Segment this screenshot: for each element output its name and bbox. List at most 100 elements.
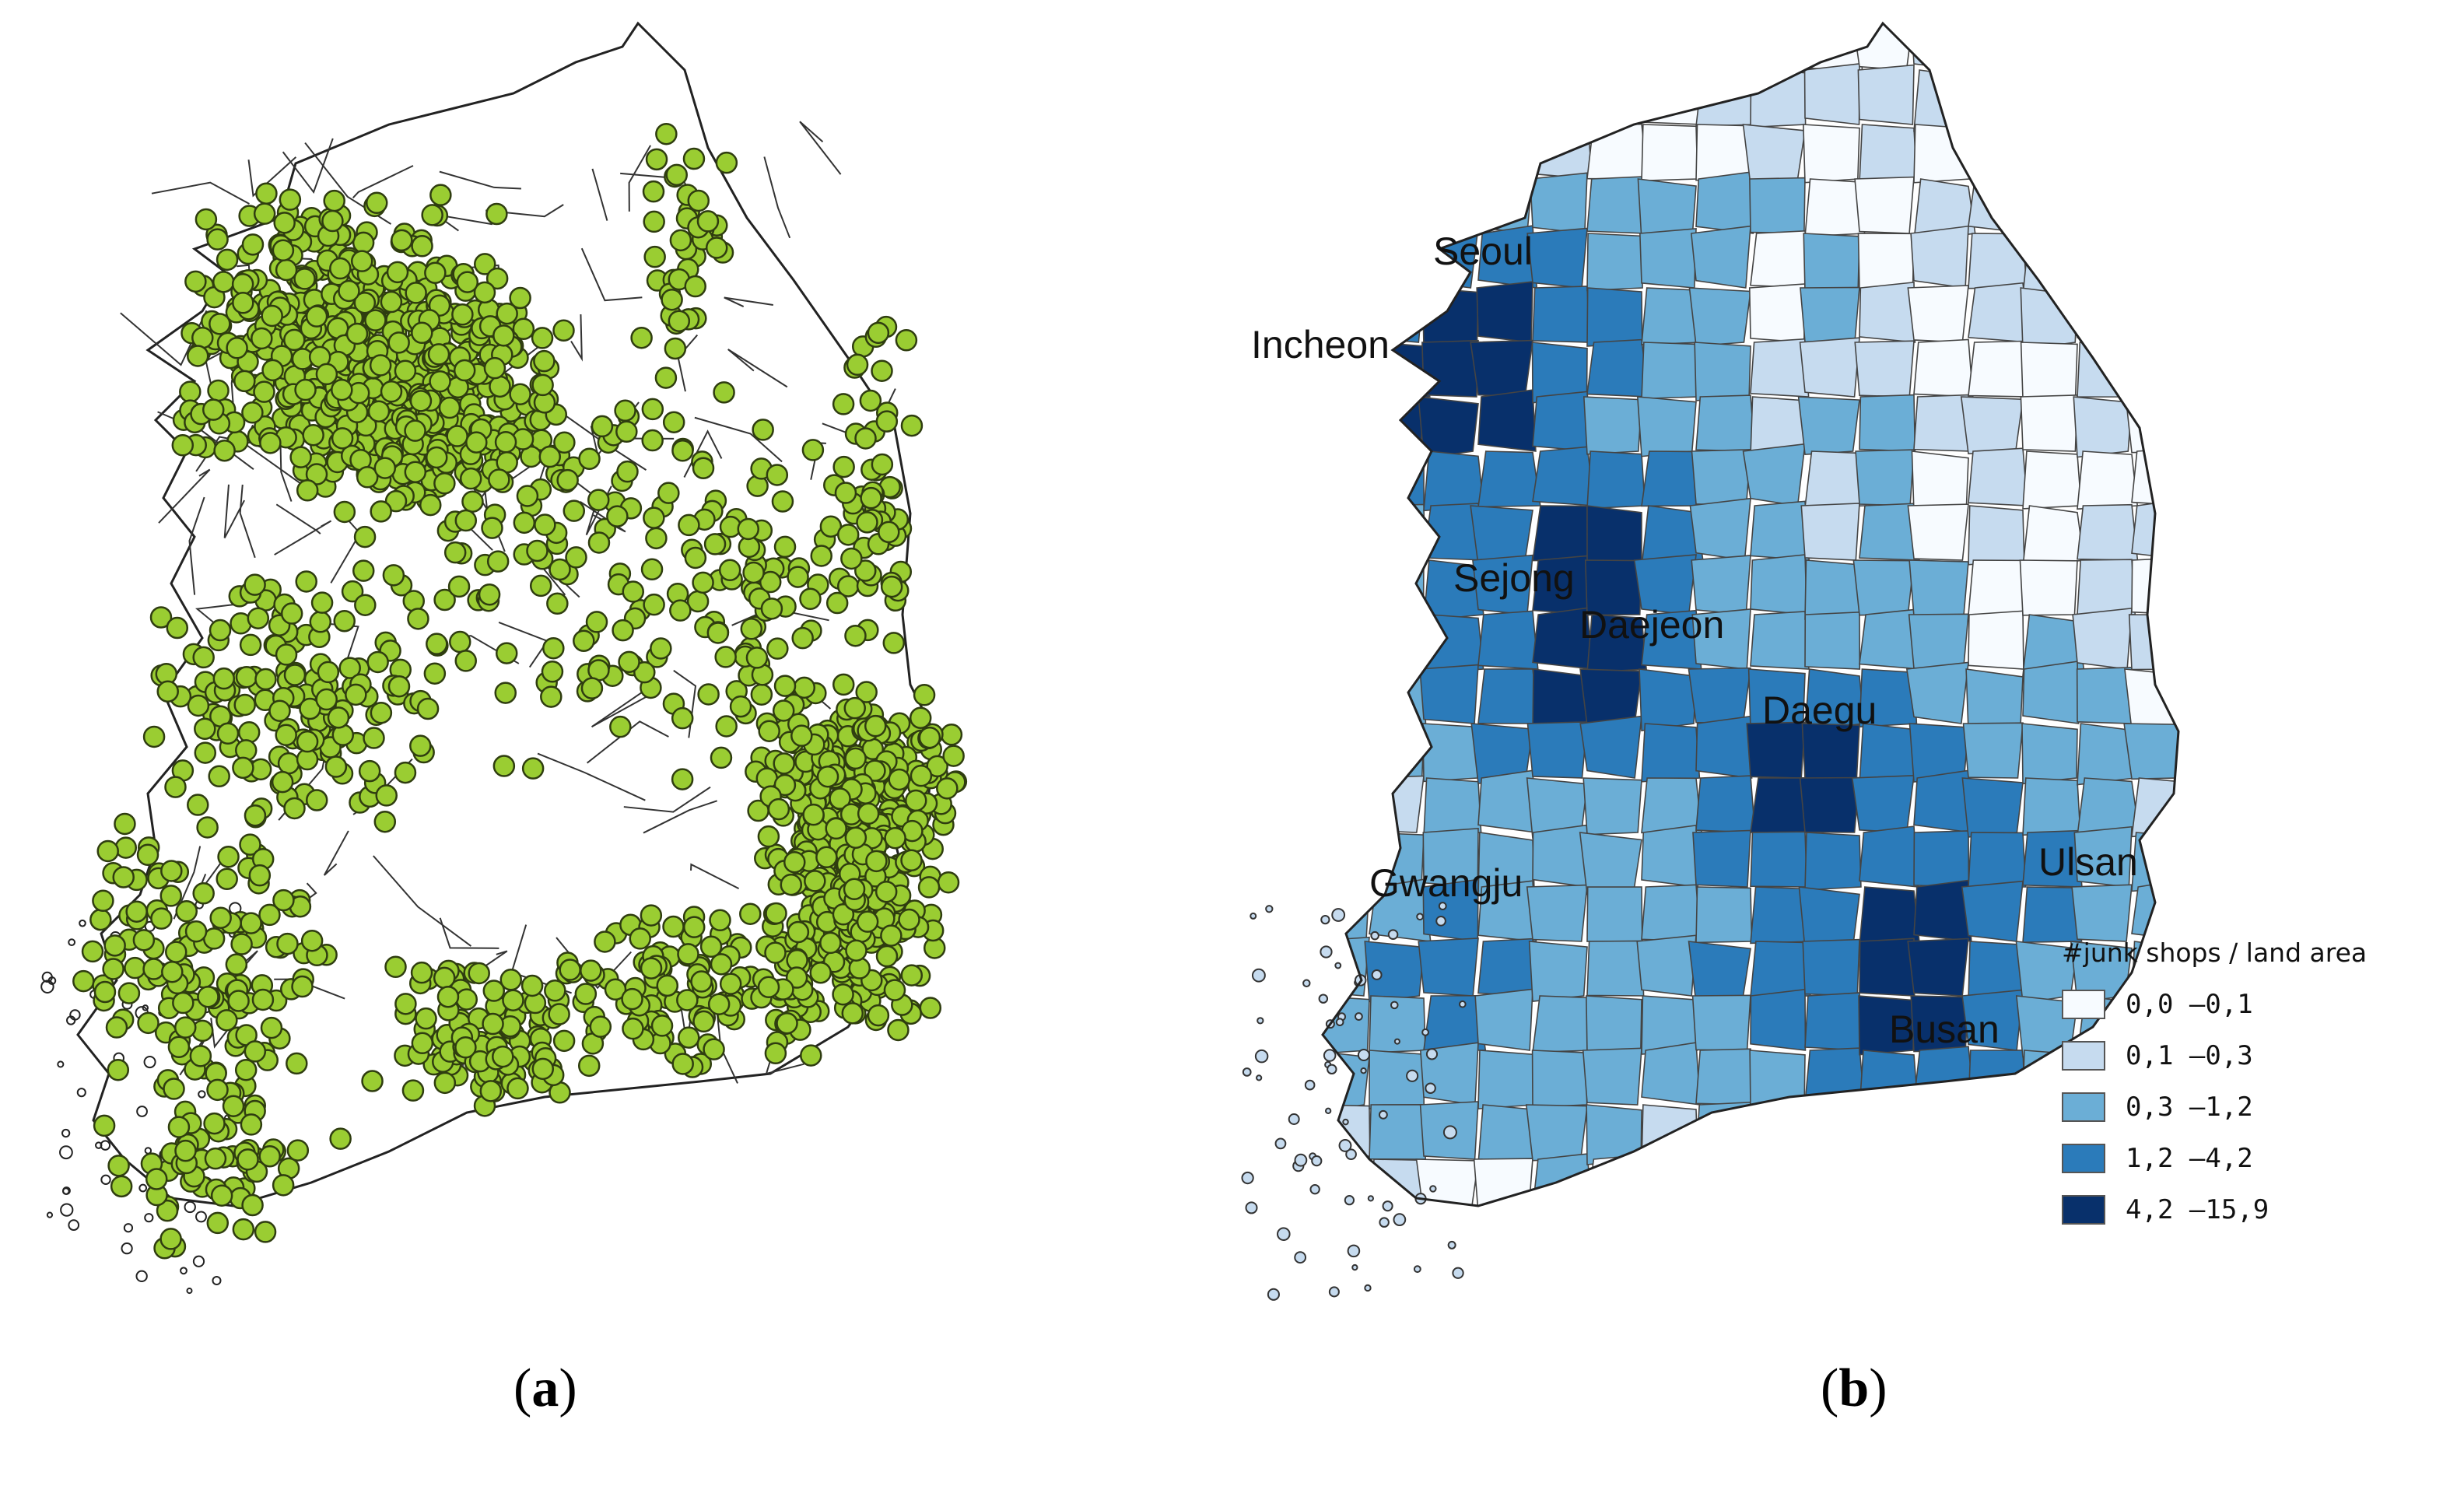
district-region xyxy=(1582,777,1642,836)
district-border xyxy=(694,416,783,463)
junk-shop-point xyxy=(338,657,361,679)
district-region xyxy=(1525,1104,1588,1162)
junk-shop-point xyxy=(622,1017,644,1040)
district-region xyxy=(1532,505,1596,562)
city-label-seoul: Seoul xyxy=(1433,230,1533,273)
district-region xyxy=(1859,124,1918,184)
district-region xyxy=(1423,777,1482,837)
junk-shop-point xyxy=(315,688,338,711)
district-region xyxy=(1695,775,1756,833)
junk-shop-point xyxy=(495,642,518,664)
junk-shop-point xyxy=(825,817,847,840)
district-region xyxy=(2073,396,2133,458)
junk-shop-point xyxy=(167,1116,191,1138)
junk-shop-point xyxy=(791,626,814,650)
district-border xyxy=(799,121,842,175)
district-region xyxy=(1470,339,1533,398)
city-label-gwangju: Gwangju xyxy=(1369,861,1523,905)
junk-shop-point xyxy=(629,927,651,950)
district-region xyxy=(1857,64,1915,125)
district-region xyxy=(1965,1268,2023,1329)
junk-shop-point xyxy=(167,1036,191,1059)
island xyxy=(1378,1109,1388,1120)
district-region xyxy=(1641,723,1701,783)
district-region xyxy=(1641,884,1702,942)
district-region xyxy=(1315,1214,1376,1270)
district-border xyxy=(158,468,211,524)
district-region xyxy=(1690,225,1751,289)
district-region xyxy=(1799,1104,1860,1166)
junk-shop-point xyxy=(542,636,565,660)
junk-shop-point xyxy=(829,787,851,810)
island xyxy=(1320,945,1333,959)
junk-shop-point xyxy=(840,547,863,570)
island xyxy=(180,1267,188,1275)
district-region xyxy=(1260,826,1320,887)
junk-shop-point xyxy=(843,696,866,720)
junk-shop-point xyxy=(810,545,832,567)
district-region xyxy=(1859,1050,1919,1110)
district-region xyxy=(1804,992,1863,1051)
district-region xyxy=(1908,559,1969,617)
district-border xyxy=(323,830,349,876)
district-region xyxy=(2019,559,2078,616)
district-region xyxy=(1364,941,1425,1003)
district-region xyxy=(1586,886,1643,942)
island xyxy=(1360,1067,1367,1074)
map-legend: #junk shops / land area 0,0 —0,1 0,1 —0,… xyxy=(2062,938,2451,1235)
district-region xyxy=(1471,172,1533,234)
junk-shop-point xyxy=(327,706,350,729)
junk-shop-point xyxy=(494,682,517,704)
junk-shop-point xyxy=(159,1228,182,1250)
junk-shop-point xyxy=(251,327,273,350)
district-region xyxy=(1799,337,1860,398)
junk-shop-point xyxy=(616,460,639,483)
junk-shop-point xyxy=(305,789,328,811)
island xyxy=(1355,1012,1363,1021)
junk-shop-point xyxy=(552,1029,576,1053)
district-region xyxy=(1526,23,1588,72)
district-border xyxy=(724,296,773,307)
island xyxy=(1318,994,1329,1004)
junk-shop-point xyxy=(212,271,235,293)
junk-shop-point xyxy=(482,1012,504,1036)
district-region xyxy=(1641,342,1699,400)
junk-shop-point xyxy=(404,419,426,442)
junk-shop-point xyxy=(699,935,723,959)
junk-shop-point xyxy=(353,525,377,548)
district-region xyxy=(1968,447,2028,506)
junk-shop-point xyxy=(687,189,710,212)
junk-shop-point xyxy=(940,724,963,746)
junk-shop-point xyxy=(684,546,707,570)
district-region xyxy=(2123,723,2178,780)
junk-shop-point xyxy=(110,1175,133,1198)
junk-shop-point xyxy=(546,592,569,615)
junk-shop-point xyxy=(577,1054,601,1078)
junk-shop-point xyxy=(496,302,518,325)
junk-shop-point xyxy=(758,720,780,742)
junk-shop-point xyxy=(819,931,842,955)
junk-shop-point xyxy=(678,513,700,537)
island xyxy=(1294,1251,1307,1264)
junk-shop-point xyxy=(910,764,933,787)
district-region xyxy=(1804,23,1863,71)
district-region xyxy=(1361,775,1425,833)
junk-shop-point xyxy=(235,665,258,689)
district-region xyxy=(1532,446,1596,506)
junk-shop-point xyxy=(271,770,294,794)
junk-shop-point xyxy=(194,741,217,764)
district-region xyxy=(1260,233,1320,296)
city-label-busan: Busan xyxy=(1889,1008,2000,1051)
district-region xyxy=(1688,287,1751,347)
junk-shop-point xyxy=(310,591,334,614)
district-region xyxy=(1641,23,1702,74)
district-region xyxy=(1311,1261,1369,1323)
district-region xyxy=(2077,342,2136,398)
city-label-incheon: Incheon xyxy=(1251,323,1390,366)
district-region xyxy=(1913,338,1974,398)
district-region xyxy=(1586,940,1645,997)
junk-shop-point xyxy=(345,322,369,345)
legend-item: 0,1 —0,3 xyxy=(2062,1030,2451,1081)
junk-shop-point xyxy=(857,802,880,825)
district-region xyxy=(1914,1213,1970,1268)
